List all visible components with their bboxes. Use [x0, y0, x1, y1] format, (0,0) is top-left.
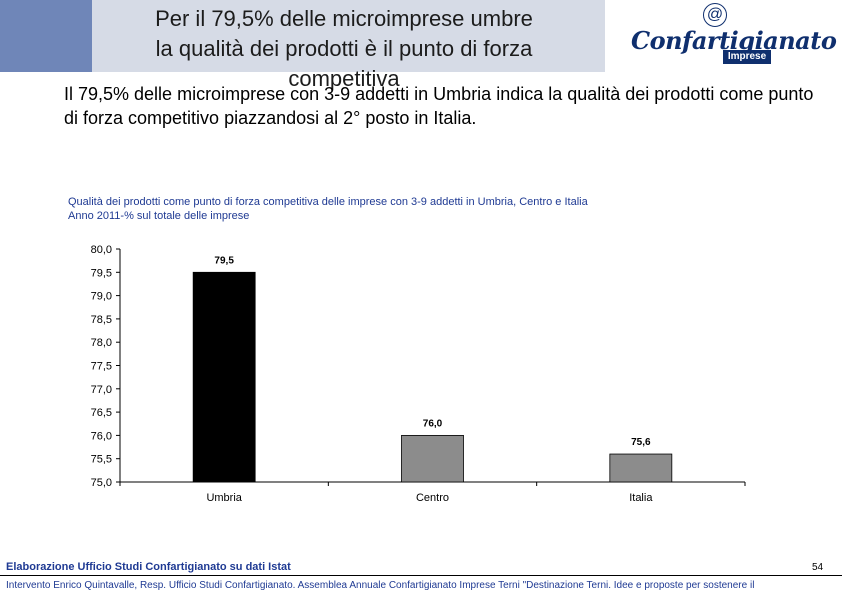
y-tick-label: 78,5	[91, 314, 112, 326]
bar-value-label: 79,5	[214, 255, 234, 266]
bar-centro	[401, 434, 464, 483]
slide-title-line-1: Per il 79,5% delle microimprese umbre	[155, 6, 533, 31]
y-tick-label: 80,0	[91, 244, 112, 256]
y-tick-label: 79,5	[91, 267, 112, 279]
footer-text: Intervento Enrico Quintavalle, Resp. Uff…	[6, 580, 755, 591]
slide-title: Per il 79,5% delle microimprese umbre la…	[92, 4, 596, 94]
page-number: 54	[812, 562, 824, 573]
bar-umbria	[192, 271, 256, 483]
y-tick-label: 76,0	[91, 430, 112, 442]
y-tick-label: 75,0	[91, 477, 112, 489]
bar-italia	[609, 453, 673, 483]
chart-caption: Qualità dei prodotti come punto di forza…	[68, 195, 588, 223]
x-category-label: Umbria	[206, 492, 242, 504]
at-icon: @	[703, 3, 727, 27]
y-tick-label: 78,0	[91, 337, 112, 349]
header-accent-block	[0, 0, 92, 72]
bar-value-label: 76,0	[423, 418, 443, 429]
source-note: Elaborazione Ufficio Studi Confartigiana…	[6, 561, 291, 573]
y-tick-label: 79,0	[91, 291, 112, 303]
y-tick-label: 75,5	[91, 454, 112, 466]
slide-title-line-3: competitiva	[288, 66, 400, 91]
slide-title-line-2: la qualità dei prodotti è il punto di fo…	[155, 36, 533, 61]
x-category-label: Centro	[416, 492, 449, 504]
logo-sub-label: Imprese	[723, 50, 771, 64]
confartigianato-logo: @ Confartigianato Imprese	[605, 0, 842, 72]
x-category-label: Italia	[629, 492, 653, 504]
y-tick-label: 77,5	[91, 361, 112, 373]
y-tick-label: 76,5	[91, 407, 112, 419]
y-tick-label: 77,0	[91, 384, 112, 396]
intro-text: Il 79,5% delle microimprese con 3-9 adde…	[64, 84, 814, 128]
bar-value-label: 75,6	[631, 437, 651, 448]
chart-title: Qualità dei prodotti come punto di forza…	[68, 196, 588, 208]
chart-subtitle: Anno 2011-% sul totale delle imprese	[68, 210, 250, 222]
footer-divider	[0, 575, 842, 576]
